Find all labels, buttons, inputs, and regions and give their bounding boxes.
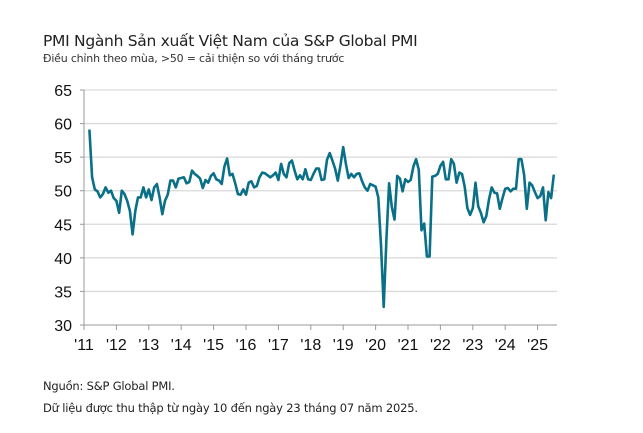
x-tick-label: '13 [138, 337, 159, 354]
x-tick-label: '14 [171, 337, 192, 354]
x-tick-label: '11 [74, 337, 94, 354]
x-tick-label: '23 [462, 337, 483, 354]
x-tick-label: '19 [333, 337, 354, 354]
x-tick-label: '21 [398, 337, 419, 354]
y-tick-label: 65 [54, 83, 72, 100]
x-tick-label: '18 [300, 337, 321, 354]
x-tick-label: '12 [106, 337, 127, 354]
chart-subtitle: Điều chỉnh theo mùa, >50 = cải thiện so … [43, 52, 345, 65]
y-tick-label: 50 [54, 184, 72, 201]
collection-note: Dữ liệu được thu thập từ ngày 10 đến ngà… [43, 401, 418, 415]
x-tick-label: '22 [430, 337, 451, 354]
pmi-series-line [88, 129, 556, 309]
x-tick-label: '16 [236, 337, 257, 354]
x-tick-label: '20 [365, 337, 386, 354]
x-tick-label: '17 [268, 337, 289, 354]
source-note: Nguồn: S&P Global PMI. [43, 379, 175, 393]
y-tick-label: 45 [54, 217, 72, 234]
y-tick-label: 55 [54, 150, 72, 167]
chart-title: PMI Ngành Sản xuất Việt Nam của S&P Glob… [43, 32, 418, 50]
y-tick-label: 40 [54, 251, 72, 268]
y-tick-label: 35 [54, 284, 72, 301]
y-tick-label: 30 [54, 318, 72, 335]
y-tick-label: 60 [54, 117, 72, 134]
x-tick-label: '24 [495, 337, 516, 354]
x-tick-label: '15 [203, 337, 224, 354]
x-tick-label: '25 [527, 337, 548, 354]
